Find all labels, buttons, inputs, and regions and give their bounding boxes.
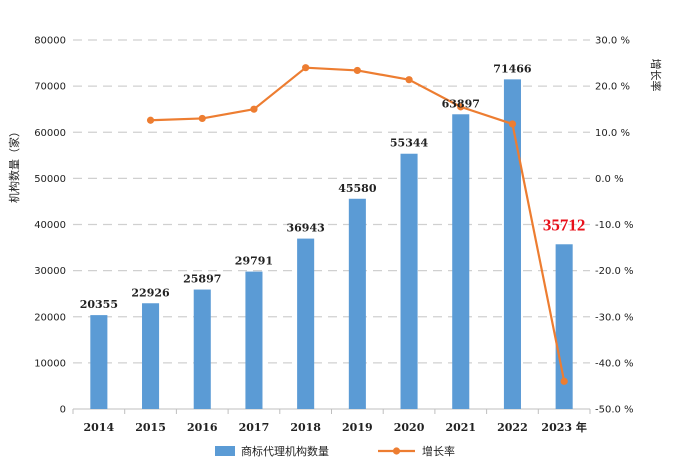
x-tick-label: 2020 [394,421,425,434]
bar-data-label: 36943 [287,222,325,235]
x-tick-label: 2016 [187,421,218,434]
growth-rate-point [198,114,206,123]
bar-data-label: 22926 [131,286,170,299]
y-left-tick-label: 40000 [34,220,66,231]
y-left-tick-label: 20000 [34,312,66,323]
y-right-tick-label: -20.0 % [595,266,634,277]
growth-rate-point [146,116,155,124]
bar-data-label: 63897 [442,97,480,110]
growth-rate-point [508,120,517,128]
bar-data-label: 45580 [338,182,377,195]
y-right-axis-title: 增长率 [649,59,663,92]
x-tick-label: 2019 [342,421,373,434]
bar [348,198,366,409]
y-left-tick-label: 10000 [34,358,66,369]
x-tick-label: 2022 [497,421,528,434]
legend-label-bars: 商标代理机构数量 [241,444,329,458]
y-left-tick-label: 80000 [34,36,66,47]
bar-data-label: 55344 [390,137,429,150]
bar-data-label: 29791 [235,255,273,268]
bar [503,79,521,410]
x-tick-label: 2018 [290,421,321,434]
bar-data-label: 25897 [183,273,221,286]
legend-swatch-marker [392,447,401,455]
y-right-tick-label: -30.0 % [595,312,634,323]
y-left-tick-label: 30000 [34,266,66,277]
y-right-tick-label: -40.0 % [595,358,634,369]
y-right-tick-label: -10.0 % [595,220,634,231]
bar [297,238,315,409]
bar-data-label: 20355 [80,298,118,311]
growth-rate-point [353,66,361,75]
y-right-tick-label: 20.0 % [595,82,630,93]
bar [400,153,418,409]
x-tick-label: 2014 [84,421,115,434]
x-tick-label: 2017 [239,421,270,434]
bar [555,244,573,409]
bar [90,315,108,409]
growth-rate-point [250,105,258,113]
x-tick-label: 2023 年 [541,420,586,434]
y-right-tick-label: -50.0 % [595,405,634,416]
bar [245,271,263,409]
y-left-axis-title: 机构数量（家） [7,126,21,203]
legend-label-line: 增长率 [422,444,455,458]
x-tick-label: 2015 [135,421,166,434]
y-left-tick-label: 60000 [34,128,66,139]
bar [142,303,160,409]
x-tick-label: 2021 [445,421,476,434]
growth-rate-point [405,76,413,84]
growth-rate-point [457,103,465,111]
growth-rate-point [302,64,310,72]
y-left-tick-label: 70000 [34,82,66,93]
bar [452,114,470,409]
y-left-tick-label: 0 [60,405,66,416]
y-right-tick-label: 0.0 % [595,174,624,185]
y-left-tick-label: 50000 [34,174,66,185]
y-right-tick-label: 30.0 % [595,36,630,47]
growth-rate-point [560,377,568,385]
bar-data-label-highlight: 35712 [543,215,586,234]
bar-data-label: 71466 [493,62,532,75]
bar [193,289,211,409]
y-right-tick-label: 10.0 % [595,128,630,139]
legend-swatch-bars [215,446,235,456]
